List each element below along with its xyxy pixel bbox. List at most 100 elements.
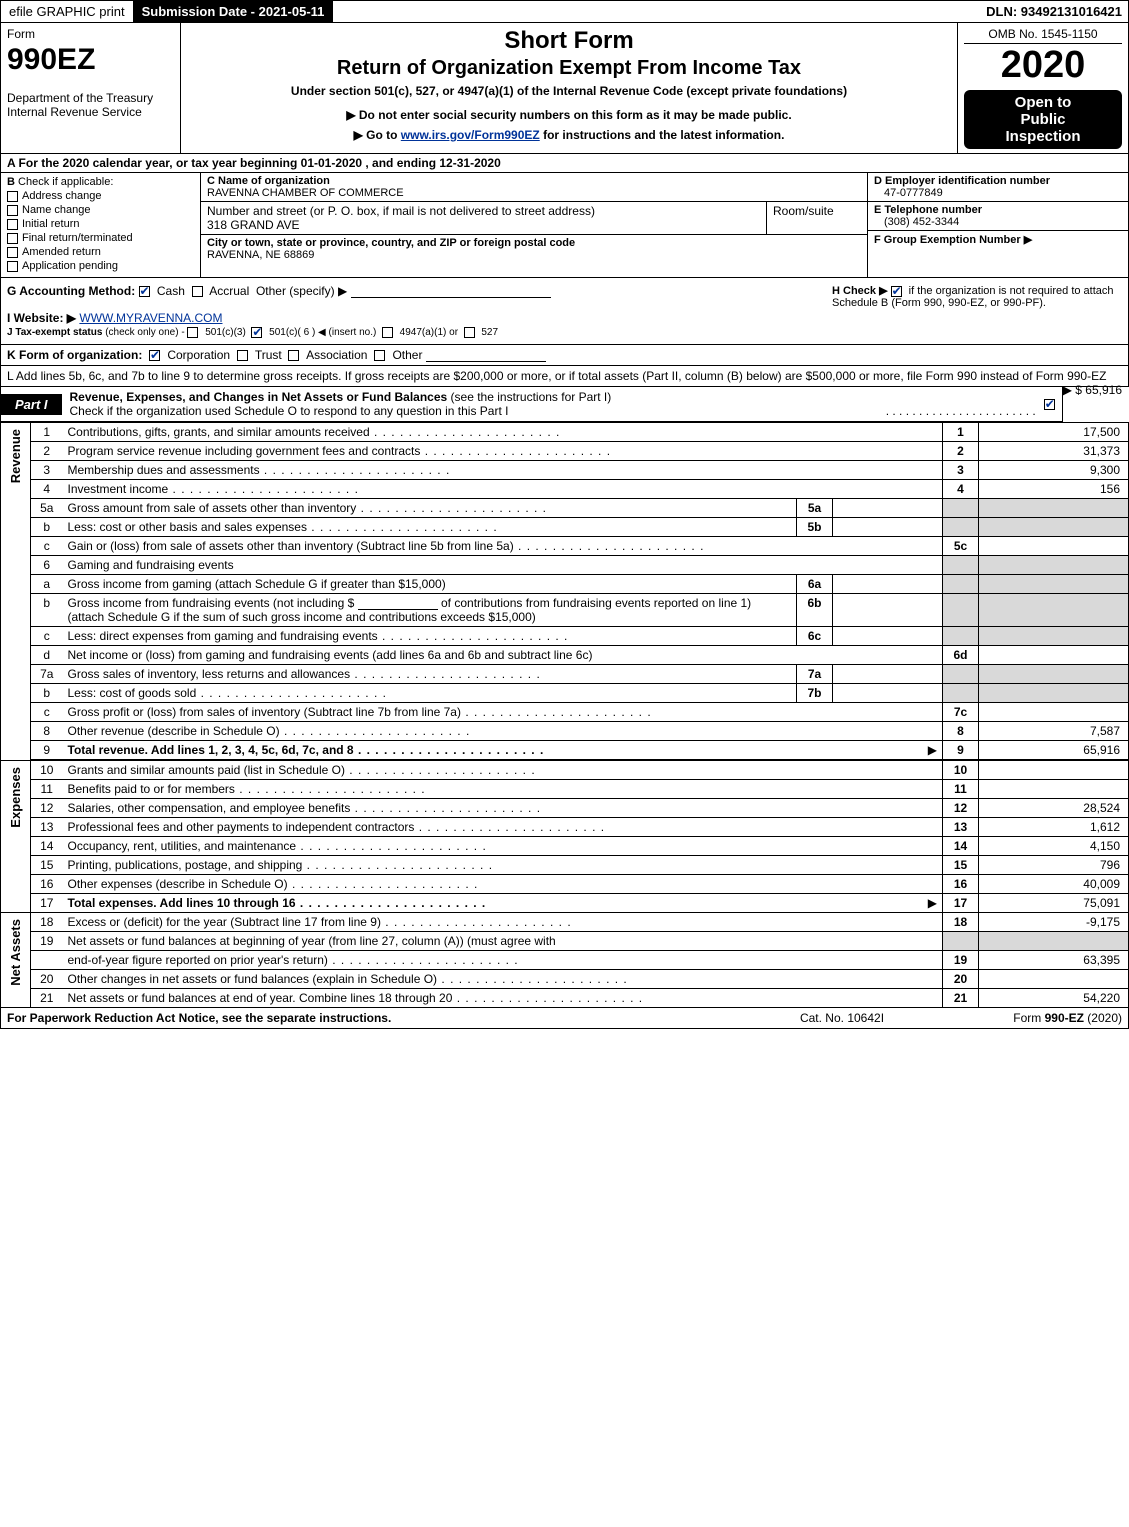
org-other-input[interactable] xyxy=(426,361,546,362)
line-16-amount: 40,009 xyxy=(979,875,1129,894)
street-address: 318 GRAND AVE xyxy=(207,218,299,232)
line-7c-amount xyxy=(979,703,1129,722)
chk-corporation[interactable] xyxy=(149,350,160,361)
line-7c: c Gross profit or (loss) from sales of i… xyxy=(1,703,1129,722)
chk-cash[interactable] xyxy=(139,286,150,297)
line-1: Revenue 1 Contributions, gifts, grants, … xyxy=(1,423,1129,442)
chk-501c[interactable] xyxy=(251,327,262,338)
website-link[interactable]: WWW.MYRAVENNA.COM xyxy=(79,311,222,325)
header-left: Form 990EZ Department of the Treasury In… xyxy=(1,23,181,153)
chk-accrual[interactable] xyxy=(192,286,203,297)
chk-4947[interactable] xyxy=(382,327,393,338)
submission-date: Submission Date - 2021-05-11 xyxy=(134,1,334,22)
line-15: 15 Printing, publications, postage, and … xyxy=(1,856,1129,875)
short-form-title: Short Form xyxy=(189,27,949,55)
line-5c-amount xyxy=(979,537,1129,556)
top-bar-spacer xyxy=(333,1,978,22)
section-j: J Tax-exempt status (check only one) - 5… xyxy=(7,327,1122,338)
section-def: D Employer identification number 47-0777… xyxy=(868,173,1128,277)
line-8: 8 Other revenue (describe in Schedule O)… xyxy=(1,722,1129,741)
group-exemption-row: F Group Exemption Number ▶ xyxy=(868,231,1128,277)
net-assets-side-label: Net Assets xyxy=(6,915,25,990)
part1-checkbox[interactable] xyxy=(1044,394,1062,414)
line-20-amount xyxy=(979,970,1129,989)
kl-block: K Form of organization: Corporation Trus… xyxy=(0,345,1129,387)
chk-association[interactable] xyxy=(288,350,299,361)
chk-amended-return[interactable]: Amended return xyxy=(7,246,194,258)
line-9-amount: 65,916 xyxy=(979,741,1129,760)
line-3: 3 Membership dues and assessments 3 9,30… xyxy=(1,461,1129,480)
ghij-block: G Accounting Method: Cash Accrual Other … xyxy=(0,278,1129,345)
line-10: Expenses 10 Grants and similar amounts p… xyxy=(1,761,1129,780)
phone-row: E Telephone number (308) 452-3344 xyxy=(868,202,1128,231)
line-17-amount: 75,091 xyxy=(979,894,1129,913)
chk-initial-return[interactable]: Initial return xyxy=(7,218,194,230)
tax-year: 2020 xyxy=(964,46,1122,84)
line-8-amount: 7,587 xyxy=(979,722,1129,741)
chk-trust[interactable] xyxy=(237,350,248,361)
irs-link[interactable]: www.irs.gov/Form990EZ xyxy=(401,128,540,142)
top-bar: efile GRAPHIC print Submission Date - 20… xyxy=(0,0,1129,23)
line-20: 20 Other changes in net assets or fund b… xyxy=(1,970,1129,989)
line-18-amount: -9,175 xyxy=(979,913,1129,932)
line-4-amount: 156 xyxy=(979,480,1129,499)
chk-address-change[interactable]: Address change xyxy=(7,190,194,202)
line-19a: 19 Net assets or fund balances at beginn… xyxy=(1,932,1129,951)
form-id-footer: Form 990-EZ (2020) xyxy=(942,1011,1122,1025)
line-11: 11 Benefits paid to or for members 11 xyxy=(1,780,1129,799)
line-7a: 7a Gross sales of inventory, less return… xyxy=(1,665,1129,684)
addr-row: Number and street (or P. O. box, if mail… xyxy=(201,202,867,235)
ein-row: D Employer identification number 47-0777… xyxy=(868,173,1128,202)
chk-527[interactable] xyxy=(464,327,475,338)
part1-title: Revenue, Expenses, and Changes in Net As… xyxy=(62,387,1044,421)
section-c: C Name of organization RAVENNA CHAMBER O… xyxy=(201,173,868,277)
section-l: L Add lines 5b, 6c, and 7b to line 9 to … xyxy=(1,366,1128,386)
line-14-amount: 4,150 xyxy=(979,837,1129,856)
line-13-amount: 1,612 xyxy=(979,818,1129,837)
line-21-amount: 54,220 xyxy=(979,989,1129,1008)
line-11-amount xyxy=(979,780,1129,799)
tax-period: A For the 2020 calendar year, or tax yea… xyxy=(0,154,1129,173)
city-row: City or town, state or province, country… xyxy=(201,235,867,263)
line-14: 14 Occupancy, rent, utilities, and maint… xyxy=(1,837,1129,856)
ssn-notice: ▶ Do not enter social security numbers o… xyxy=(189,108,949,122)
line-7b: b Less: cost of goods sold 7b xyxy=(1,684,1129,703)
org-name-row: C Name of organization RAVENNA CHAMBER O… xyxy=(201,173,867,202)
dept-irs: Internal Revenue Service xyxy=(7,105,174,119)
city-state-zip: RAVENNA, NE 68869 xyxy=(207,249,314,261)
accounting-other-input[interactable] xyxy=(351,297,551,298)
section-g: G Accounting Method: Cash Accrual Other … xyxy=(7,284,822,298)
goto-prefix: ▶ Go to xyxy=(354,128,401,142)
ein-value: 47-0777849 xyxy=(874,187,943,199)
chk-501c3[interactable] xyxy=(187,327,198,338)
part1-tab: Part I xyxy=(1,394,62,415)
efile-print-label[interactable]: efile GRAPHIC print xyxy=(1,1,134,22)
chk-schedule-b[interactable] xyxy=(891,286,902,297)
section-h: H Check ▶ if the organization is not req… xyxy=(822,284,1122,309)
chk-name-change[interactable]: Name change xyxy=(7,204,194,216)
line-2: 2 Program service revenue including gove… xyxy=(1,442,1129,461)
section-k: K Form of organization: Corporation Trus… xyxy=(1,345,1128,366)
revenue-side-label: Revenue xyxy=(6,425,25,487)
dln-label: DLN: 93492131016421 xyxy=(978,1,1128,22)
line-9: 9 Total revenue. Add lines 1, 2, 3, 4, 5… xyxy=(1,741,1129,760)
room-suite-label: Room/suite xyxy=(773,204,834,218)
page-footer: For Paperwork Reduction Act Notice, see … xyxy=(0,1008,1129,1029)
chk-final-return[interactable]: Final return/terminated xyxy=(7,232,194,244)
line-21: 21 Net assets or fund balances at end of… xyxy=(1,989,1129,1008)
line-5c: c Gain or (loss) from sale of assets oth… xyxy=(1,537,1129,556)
chk-other-org[interactable] xyxy=(374,350,385,361)
header-mid: Short Form Return of Organization Exempt… xyxy=(181,23,958,153)
under-section: Under section 501(c), 527, or 4947(a)(1)… xyxy=(189,84,949,98)
line-6c: c Less: direct expenses from gaming and … xyxy=(1,627,1129,646)
line-16: 16 Other expenses (describe in Schedule … xyxy=(1,875,1129,894)
part1-header: Part I Revenue, Expenses, and Changes in… xyxy=(0,387,1063,422)
part1-lines-table: Revenue 1 Contributions, gifts, grants, … xyxy=(0,422,1129,1008)
org-name: RAVENNA CHAMBER OF COMMERCE xyxy=(207,187,404,199)
phone-value: (308) 452-3344 xyxy=(874,216,959,228)
line-2-amount: 31,373 xyxy=(979,442,1129,461)
line-4: 4 Investment income 4 156 xyxy=(1,480,1129,499)
line-13: 13 Professional fees and other payments … xyxy=(1,818,1129,837)
chk-application-pending[interactable]: Application pending xyxy=(7,260,194,272)
line-12-amount: 28,524 xyxy=(979,799,1129,818)
